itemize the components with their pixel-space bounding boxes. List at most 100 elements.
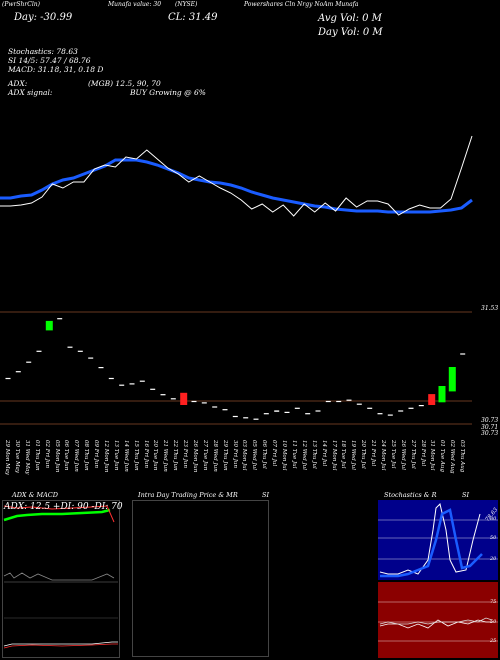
date-tick-label: 21 Fri Jul <box>370 440 377 467</box>
date-tick-label: 12 Wed Jul <box>300 440 307 470</box>
rsi-level-50: 50 <box>490 619 497 625</box>
adx-values: (MGB) 12.5, 90, 70 <box>88 79 161 88</box>
intraday-title: Intra Day Trading Price & MR <box>138 491 238 499</box>
plus-di-line <box>3 508 111 522</box>
day-vol-label: Day Vol: 0 M <box>318 27 383 38</box>
candle <box>222 409 228 411</box>
candle <box>408 407 414 409</box>
rsi-readout: SI 14/5: 57.47 / 68.76 <box>8 56 91 65</box>
candle <box>315 410 321 412</box>
candle <box>45 320 53 331</box>
candle <box>191 400 197 403</box>
adx-macd-panel <box>2 500 120 658</box>
date-tick-label: 17 Mon Jul <box>330 440 337 471</box>
date-tick-label: 02 Fri Jun <box>43 440 50 468</box>
macd-line <box>3 641 118 647</box>
candle <box>15 371 21 373</box>
candle <box>294 407 300 409</box>
date-tick-label: 16 Fri Jun <box>142 440 149 468</box>
price-ma-chart <box>0 135 473 217</box>
candle <box>274 410 280 412</box>
date-tick-label: 31 Mon Jul <box>429 440 436 471</box>
date-tick-label: 14 Wed Jun <box>122 440 129 472</box>
date-tick-label: 01 Thu Jun <box>33 440 40 471</box>
date-tick-label: 03 Thu Aug <box>459 440 466 473</box>
date-tick-label: 23 Fri Jun <box>182 440 189 468</box>
chart-name: (PwrShrCln) <box>2 1 40 8</box>
candle <box>139 380 145 382</box>
symbol-label: (NYSE) <box>175 1 198 8</box>
date-tick-label: 12 Mon Jun <box>102 440 109 473</box>
stoch-level-80: 80 <box>490 516 497 522</box>
rsi-slow-line <box>379 617 493 625</box>
date-tick-label: 20 Tue Jun <box>152 440 159 471</box>
stoch-bg <box>378 500 498 580</box>
date-tick-label: 09 Fri Jun <box>93 440 99 468</box>
date-tick-label: 25 Tue Jul <box>389 440 396 469</box>
date-tick-label: 13 Thu Jul <box>310 440 317 469</box>
price-label-3: 30.73 <box>481 430 499 437</box>
signal-text: BUY Growing @ 6% <box>130 88 206 97</box>
avg-vol-label: Avg Vol: 0 M <box>318 13 382 24</box>
candle <box>5 377 11 380</box>
price-label-2: 30.71 <box>481 424 499 431</box>
price-line <box>0 135 473 217</box>
date-tick-label: 13 Tue Jun <box>112 440 119 471</box>
adx-panel-readout: ADX: 12.5 +DI: 90 -DI: 70 <box>4 502 123 512</box>
date-tick-label: 05 Wed Jul <box>251 440 258 470</box>
rsi-level-75: 75 <box>490 599 497 605</box>
candle <box>26 361 32 363</box>
candle <box>212 406 218 408</box>
candle <box>398 410 404 412</box>
candle <box>428 394 436 405</box>
date-tick-label: 15 Thu Jun <box>132 440 139 471</box>
date-tick-label: 29 Thu Jun <box>221 440 228 471</box>
company-name: Powershares Cln Nrgy NoAm Munafa <box>244 1 359 8</box>
date-tick-label: 08 Thu Jun <box>83 440 90 471</box>
date-tick-label: 27 Tue Jun <box>201 440 208 471</box>
stoch-si-title: SI <box>462 491 470 499</box>
stochastics-readout: Stochastics: 78.63 <box>8 47 78 56</box>
stochastics-panel <box>378 500 498 658</box>
candle <box>418 405 424 407</box>
candle <box>387 414 393 416</box>
candle <box>253 418 259 420</box>
day-open-label: Day: -30.99 <box>14 12 73 23</box>
date-tick-label: 06 Thu Jul <box>261 440 268 469</box>
candle <box>232 415 238 418</box>
candle <box>460 353 466 355</box>
adx-signal-label: ADX signal: <box>8 88 53 97</box>
candle <box>284 411 290 413</box>
munafa-link[interactable]: Munafa value: 30 <box>108 1 162 8</box>
candle <box>325 400 331 403</box>
candle <box>438 386 446 403</box>
macd-readout: MACD: 31.18, 31, 0.18 D <box>8 65 104 74</box>
date-tick-label: 10 Mon Jul <box>281 440 287 471</box>
candle <box>367 407 373 409</box>
date-tick-label: 30 Tue May <box>13 440 20 473</box>
candle <box>336 400 342 403</box>
candle <box>57 318 63 320</box>
candle <box>160 394 166 396</box>
intraday-frame <box>132 500 269 657</box>
date-tick-label: 06 Tue Jun <box>63 440 70 471</box>
close-label: CL: 31.49 <box>168 12 218 23</box>
date-tick-label: 02 Wed Aug <box>449 440 456 474</box>
stoch-d-line <box>380 508 483 578</box>
minus-di-line <box>3 505 115 523</box>
candle <box>356 403 362 405</box>
date-tick-label: 26 Mon Jun <box>192 440 198 473</box>
date-tick-label: 14 Fri Jul <box>320 440 327 467</box>
stoch-level-50: 50 <box>490 535 497 541</box>
adx-panel-frame <box>2 500 120 658</box>
candle <box>88 357 94 359</box>
date-tick-label: 22 Thu Jun <box>172 440 179 471</box>
date-tick-label: 11 Tue Jul <box>290 440 297 469</box>
date-tick-label: 18 Tue Jul <box>340 440 347 469</box>
date-tick-label: 05 Mon Jun <box>53 440 60 473</box>
candle <box>305 413 311 415</box>
price-label-1: 30.73 <box>481 417 499 424</box>
adx-strength-line <box>3 572 115 581</box>
date-tick-label: 07 Wed Jun <box>73 440 80 472</box>
date-tick-label: 28 Wed Jun <box>211 440 218 472</box>
